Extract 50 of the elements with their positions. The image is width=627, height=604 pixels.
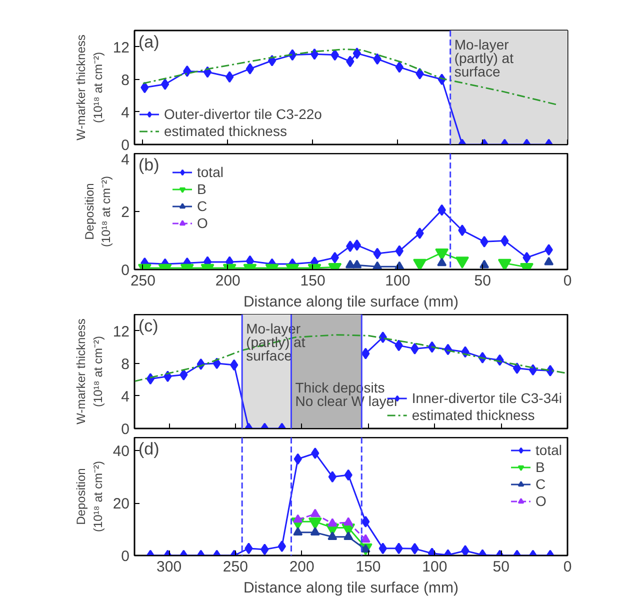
x-axis-title: Distance along tile surface (mm) — [243, 580, 459, 596]
y-tick-label: 0 — [121, 421, 130, 438]
legend-label: total — [536, 442, 562, 458]
legend-label: estimated thickness — [412, 407, 535, 423]
y-tick-label: 0 — [121, 137, 130, 154]
y-tick-label: 12 — [112, 323, 130, 340]
legend-label: Inner-divertor tile C3-34i — [412, 390, 562, 406]
x-tick-label: 150 — [300, 272, 326, 290]
y-tick-label: 2 — [121, 204, 130, 221]
legend-label: estimated thickness — [164, 123, 287, 139]
x-axis-title: Distance along tile surface (mm) — [243, 294, 459, 310]
annotation: (c) — [138, 316, 158, 336]
legend-label: total — [197, 164, 224, 180]
y-tick-label: 12 — [112, 39, 130, 56]
annotation: (d) — [138, 440, 160, 458]
x-tick-label: 300 — [156, 558, 182, 576]
y-tick-label: 4 — [121, 104, 130, 122]
y-tick-label: 8 — [121, 72, 130, 89]
x-tick-label: 250 — [222, 558, 248, 576]
x-tick-label: 0 — [563, 558, 572, 576]
legend-label: O — [197, 215, 209, 231]
x-tick-label: 50 — [474, 272, 491, 290]
x-tick-label: 100 — [385, 272, 410, 290]
y-tick-label: 40 — [112, 443, 130, 460]
y-tick-label: 8 — [121, 356, 130, 373]
y-tick-label: 20 — [112, 496, 130, 513]
legend-label: Outer-divertor tile C3-22o — [164, 106, 322, 122]
y-axis-title: W-marker thickness (10¹⁸ at cm⁻²) — [74, 34, 105, 140]
x-tick-label: 50 — [492, 558, 510, 576]
legend-label: B — [197, 181, 208, 197]
y-tick-label: 0 — [121, 548, 130, 565]
x-tick-label: 150 — [356, 558, 381, 576]
y-tick-label: 0 — [121, 262, 130, 279]
x-tick-label: 0 — [563, 272, 572, 290]
y-tick-label: 4 — [121, 388, 130, 406]
legend-label: O — [536, 493, 548, 509]
legend-label: B — [536, 459, 546, 475]
y-tick-label: 4 — [121, 152, 130, 168]
y-axis-title: Deposition (10¹⁸ at cm⁻²) — [74, 460, 105, 532]
annotation: (a) — [138, 32, 160, 52]
band-label: Mo-layer (partly) at surface — [454, 36, 514, 80]
annotation: (b) — [138, 156, 160, 174]
legend-label: C — [197, 198, 208, 214]
y-axis-title: Deposition (10¹⁸ at cm⁻²) — [82, 176, 114, 248]
x-tick-label: 100 — [422, 558, 448, 576]
legend-label: C — [536, 476, 547, 492]
x-tick-label: 200 — [215, 272, 240, 290]
y-axis-title: W-marker thickness (10¹⁸ at cm⁻²) — [74, 318, 105, 424]
x-tick-label: 200 — [289, 558, 314, 576]
x-tick-label: 250 — [130, 272, 156, 290]
